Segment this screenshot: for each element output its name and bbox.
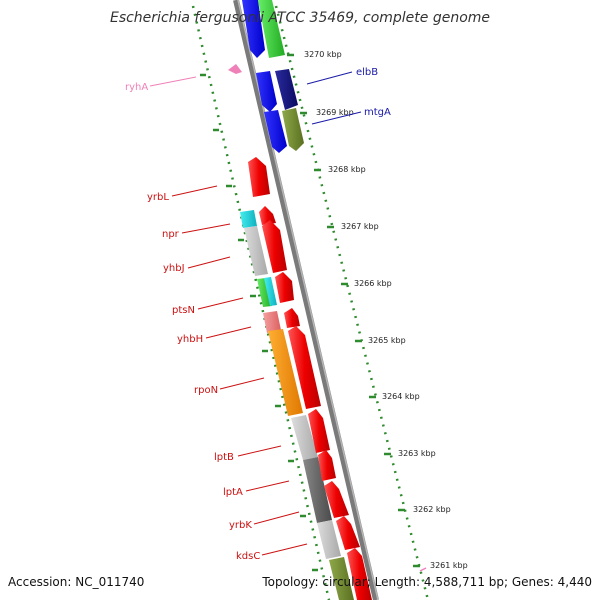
gene-red-9 <box>336 516 360 550</box>
gene-red-8 <box>324 481 349 518</box>
gene-blue-elbB-left <box>256 71 277 112</box>
label-yhbH: yhbH <box>177 334 203 345</box>
tick-label: 3267 kbp <box>341 222 379 231</box>
label-lptB: lptB <box>214 452 234 463</box>
label-kdsC: kdsC <box>236 551 260 562</box>
gene-yhbH <box>263 311 281 333</box>
gene-ptsN-cyan <box>264 277 277 306</box>
gene-kdsC <box>329 557 354 600</box>
tick-label: 3266 kbp <box>354 279 392 288</box>
page-title: Escherichia fergusonii ATCC 35469, compl… <box>110 10 490 26</box>
label-yrbK: yrbK <box>229 520 252 531</box>
gene-yrbL <box>248 157 270 197</box>
tick-label: 3270 kbp <box>304 50 342 59</box>
tick-label: 3263 kbp <box>398 449 436 458</box>
tick-label: 3264 kbp <box>382 392 420 401</box>
outer-dotted-track <box>274 5 430 600</box>
gene-elbB <box>275 69 298 110</box>
accession-text: Accession: NC_011740 <box>8 575 144 589</box>
gene-red-10 <box>347 548 372 600</box>
inner-dotted-track <box>191 5 331 600</box>
small-pink-mark <box>419 567 427 572</box>
gene-red-3 <box>275 272 294 303</box>
tick-label: 3269 kbp <box>316 108 354 117</box>
label-mtgA: mtgA <box>364 107 391 118</box>
gene-lptA <box>303 457 332 523</box>
gene-red-7 <box>318 450 336 481</box>
inner-track-dashes <box>200 73 318 572</box>
topology-text: Topology: circular; Length: 4,588,711 bp… <box>261 575 592 589</box>
forward-strand-features <box>258 0 372 600</box>
tick-label: 3268 kbp <box>328 165 366 174</box>
gene-red-5 <box>288 326 321 409</box>
gene-labels: ryhA elbB mtgA yrbL npr yhbJ ptsN yhbH r… <box>125 67 391 562</box>
gene-ryhA <box>228 64 242 74</box>
label-ryhA: ryhA <box>125 82 148 93</box>
gene-lptB <box>291 415 318 460</box>
label-yrbL: yrbL <box>147 192 169 203</box>
gene-npr <box>240 210 257 228</box>
label-npr: npr <box>162 229 180 240</box>
gene-ptsN-green <box>257 278 272 307</box>
gene-yhbJ <box>244 226 268 276</box>
label-lptA: lptA <box>223 487 243 498</box>
genome-backbone <box>233 0 379 600</box>
label-elbB: elbB <box>356 67 378 78</box>
label-ptsN: ptsN <box>172 305 195 316</box>
tick-dashes <box>287 53 420 568</box>
label-yhbJ: yhbJ <box>163 263 185 274</box>
tick-label: 3265 kbp <box>368 336 406 345</box>
reverse-strand-features <box>228 0 354 600</box>
leader-lines <box>149 71 362 556</box>
tick-labels: 3270 kbp 3269 kbp 3268 kbp 3267 kbp 3266… <box>304 50 468 570</box>
gene-red-1 <box>259 206 276 225</box>
gene-yrbK <box>317 520 341 559</box>
gene-red-4 <box>284 308 300 328</box>
gene-rpoN <box>268 329 303 416</box>
tick-label: 3262 kbp <box>413 505 451 514</box>
tick-label: 3261 kbp <box>430 561 468 570</box>
gene-red-2 <box>262 220 287 273</box>
gene-green-top <box>258 0 285 58</box>
gene-blue-top <box>242 0 265 58</box>
gene-mtgA <box>282 108 304 151</box>
gene-red-6 <box>308 409 330 453</box>
gene-blue-mtgA-left <box>264 110 287 153</box>
label-rpoN: rpoN <box>194 385 218 396</box>
